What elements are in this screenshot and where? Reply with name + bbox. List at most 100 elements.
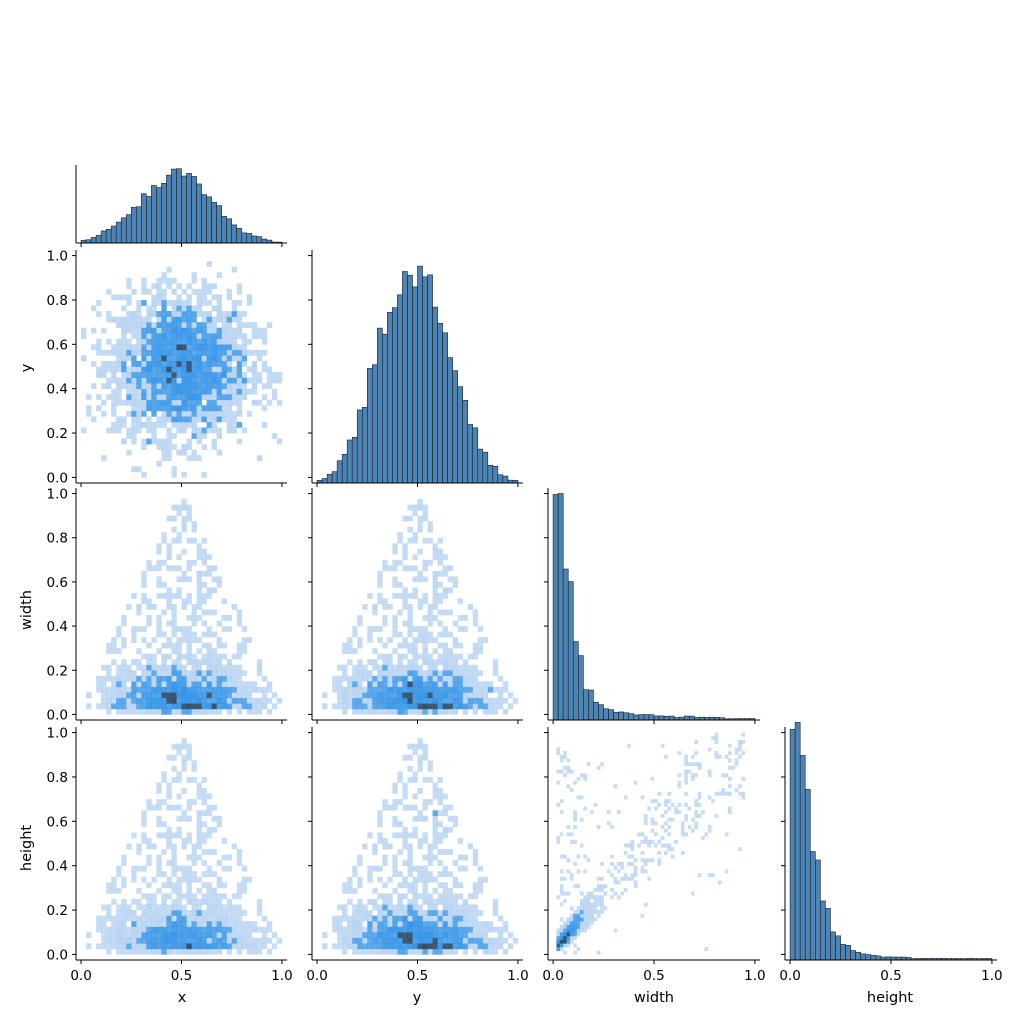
y-vs-width-heatmap-cell (447, 681, 453, 688)
width-vs-height-heatmap-cell (586, 906, 591, 911)
width-vs-height-heatmap-cell (593, 898, 598, 903)
x-vs-height-heatmap-cell (131, 937, 137, 944)
height-histogram-bar (789, 728, 796, 961)
x-vs-height-heatmap-cell (266, 921, 273, 927)
x-vs-height-heatmap-cell (131, 948, 137, 955)
x-vs-width-heatmap-cell (241, 670, 248, 677)
x-vs-y-heatmap-cell (186, 305, 192, 312)
y-vs-width-heatmap-cell (482, 686, 489, 693)
x-vs-height-heatmap-cell (201, 860, 207, 866)
y-vs-height-heatmap-cell (412, 926, 418, 933)
x-vs-y-heatmap-cell (136, 366, 142, 373)
x-vs-y-heatmap-cell (121, 421, 127, 428)
y-vs-width-heatmap-cell (397, 581, 403, 588)
x-vs-y-heatmap-cell (136, 316, 142, 323)
x-vs-width-heatmap-cell (271, 703, 278, 710)
x-vs-height-heatmap-cell (206, 865, 212, 872)
x-vs-y-heatmap-cell (216, 333, 222, 340)
y-vs-height-heatmap-cell (432, 921, 438, 927)
y-vs-height-heatmap-cell (412, 743, 418, 750)
y-vs-height-heatmap-cell (457, 904, 463, 911)
x-vs-height-heatmap-cell (116, 915, 122, 922)
x-vs-y-heatmap-cell (181, 444, 187, 450)
x-vs-y-heatmap-cell (161, 333, 167, 340)
y-vs-width-heatmap-cell (467, 604, 474, 610)
x-vs-height-heatmap-cell (211, 849, 217, 855)
y-vs-width-heatmap-cell (452, 675, 458, 682)
x-vs-width-heatmap-cell (196, 648, 202, 654)
x-vs-width-heatmap-cell (126, 703, 132, 710)
x-vs-y-heatmap-cell (251, 399, 258, 406)
x-vs-y-heatmap-cell (261, 366, 268, 373)
x-vs-y-heatmap-cell (201, 299, 207, 306)
x-vs-height-heatmap-cell (186, 882, 192, 889)
x-vs-y-heatmap-cell (216, 399, 222, 406)
x-vs-y-heatmap-cell (211, 366, 217, 373)
y-vs-width-heatmap-cell (417, 653, 423, 660)
width-vs-height-heatmap-cell (583, 906, 588, 911)
y-vs-width-heatmap-cell (462, 708, 469, 715)
y-histogram-bar (442, 332, 448, 484)
x-vs-height-heatmap-cell (216, 893, 222, 900)
x-vs-y-heatmap-cell (176, 388, 182, 395)
x-vs-height-heatmap-cell (196, 910, 202, 916)
x-vs-height-heatmap-cell (201, 788, 207, 794)
x-vs-y-heatmap-cell (171, 322, 177, 328)
y-vs-height-heatmap-cell (357, 937, 363, 944)
y-vs-width-heatmap-cell (477, 670, 484, 677)
y-vs-height-heatmap-cell (387, 910, 393, 916)
x-vs-y-heatmap-cell (156, 377, 162, 384)
width-vs-height-heatmap-cell (674, 806, 678, 811)
width-vs-height-heatmap-cell (576, 947, 581, 952)
x-vs-y-heatmap-cell (126, 449, 132, 456)
y-vs-height-heatmap-cell (407, 804, 413, 811)
width-vs-height-heatmap-cell (707, 773, 712, 778)
x-histogram-bar (136, 206, 142, 244)
x-vs-y-heatmap-cell (241, 427, 248, 434)
x-vs-width-heatmap-cell (196, 681, 202, 688)
x-vs-y-heatmap-cell (216, 344, 222, 351)
x-vs-y-heatmap-cell (181, 405, 187, 412)
y-vs-height-heatmap-cell (467, 904, 474, 911)
width-vs-height-heatmap-cell (640, 832, 645, 837)
x-vs-height-heatmap-cell (111, 887, 117, 894)
y-vs-height-heatmap-cell (472, 904, 479, 911)
y-vs-height-heatmap-cell (422, 865, 428, 872)
y-vs-width-heatmap-cell (422, 692, 428, 699)
x-vs-width-heatmap-cell (116, 631, 122, 638)
y-vs-width-heatmap-cell (392, 615, 398, 621)
y-vs-width-heatmap-cell (362, 686, 368, 693)
x-vs-y-heatmap-cell (201, 355, 207, 362)
y-vs-width-heatmap-cell (417, 504, 423, 511)
x-vs-y-heatmap-cell (161, 383, 167, 389)
x-vs-height-heatmap-cell (171, 854, 177, 861)
width-vs-height-heatmap-cell (569, 906, 574, 911)
x-vs-y-heatmap-cell (216, 355, 222, 362)
x-vs-width-heatmap-cell (131, 659, 137, 666)
x-vs-height-heatmap-cell (176, 921, 182, 927)
x-vs-height-heatmap-cell (206, 832, 212, 839)
x-vs-height-heatmap-cell (121, 943, 127, 950)
y-vs-width-heatmap-cell (412, 626, 418, 632)
x-vs-width-heatmap-cell (211, 565, 217, 572)
x-vs-width-heatmap-cell (141, 681, 147, 688)
x-vs-height-heatmap-cell (86, 932, 92, 939)
x-vs-y-heatmap-cell (206, 383, 212, 389)
y-vs-height-heatmap-cell (417, 876, 423, 883)
x-vs-width-heatmap-cell (151, 659, 157, 666)
width-vs-height-heatmap-cell (616, 880, 621, 885)
x-vs-height-heatmap-cell (206, 915, 212, 922)
x-vs-y-heatmap-cell (221, 311, 227, 317)
x-vs-width-heatmap-cell (256, 686, 263, 693)
x-vs-height-heatmap-cell (206, 921, 212, 927)
x-vs-height-heatmap-cell (151, 943, 157, 950)
x-vs-width-heatmap-cell (266, 681, 273, 688)
width-vs-height-heatmap-cell (627, 743, 631, 748)
y-vs-height-heatmap-cell (397, 832, 403, 839)
y-vs-width-heatmap-cell (397, 670, 403, 677)
y-vs-width-heatmap-cell (402, 592, 408, 599)
x-vs-width-heatmap-cell (181, 499, 187, 505)
x-vs-y-heatmap-cell (126, 366, 132, 373)
width-vs-height-heatmap-cell (728, 751, 732, 756)
x-vs-width-heatmap-cell (201, 537, 207, 544)
